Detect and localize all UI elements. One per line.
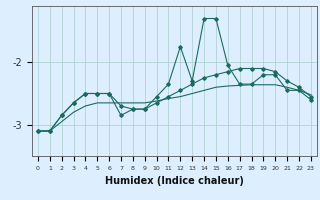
X-axis label: Humidex (Indice chaleur): Humidex (Indice chaleur): [105, 176, 244, 186]
